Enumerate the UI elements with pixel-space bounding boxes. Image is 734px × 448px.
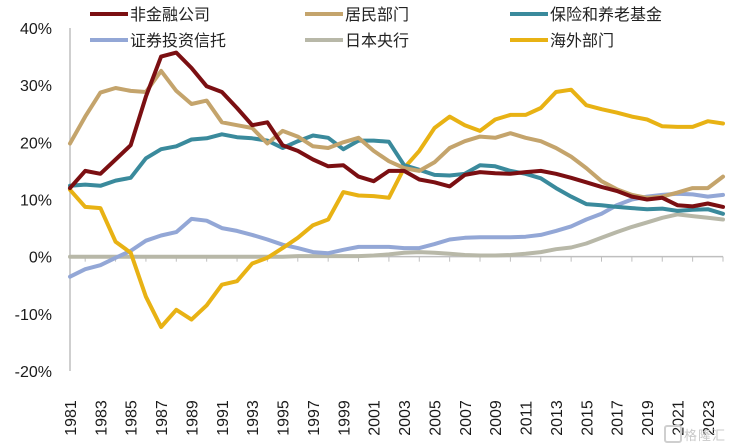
y-tick-label: 30%	[20, 78, 52, 95]
watermark-logo-icon	[663, 425, 682, 443]
x-tick-label: 2013	[549, 400, 566, 436]
x-tick-label: 1989	[184, 400, 201, 436]
watermark-text: 格隆汇	[683, 429, 726, 444]
x-tick-label: 2015	[579, 400, 596, 436]
x-tick-label: 2017	[610, 400, 627, 436]
x-tick-label: 1993	[245, 400, 262, 436]
x-tick-label: 1983	[93, 400, 110, 436]
legend-label: 保险和养老基金	[550, 5, 662, 24]
x-tick-label: 2009	[488, 400, 505, 436]
legend-item: 海外部门	[510, 31, 614, 50]
legend-item: 日本央行	[305, 31, 409, 50]
series-line-1	[68, 68, 725, 200]
legend-item: 居民部门	[305, 5, 409, 24]
x-axis: 1981 1983 1985 1987 1989 1991 1993 1995 1997 1999…	[63, 255, 724, 436]
x-tick-label: 2003	[397, 400, 414, 436]
x-tick-label: 2007	[458, 400, 475, 436]
y-axis: -20% -10% 0% 10% 20% 30% 40%	[15, 21, 71, 381]
legend-item: 非金融公司	[90, 5, 210, 24]
x-tick-label: 1981	[63, 400, 80, 436]
x-tick-label: 1985	[124, 400, 141, 436]
y-tick-label: -20%	[15, 364, 52, 381]
x-tick-label: 2011	[519, 401, 536, 436]
x-tick-label: 1987	[154, 400, 171, 436]
legend-label: 海外部门	[550, 31, 614, 50]
legend-label: 日本央行	[345, 31, 409, 50]
x-tick-label: 1999	[336, 400, 353, 436]
legend-label: 居民部门	[345, 5, 409, 24]
x-tick-label: 1995	[276, 400, 293, 436]
legend-item: 保险和养老基金	[510, 5, 662, 24]
legend-label: 证券投资信托	[130, 31, 226, 50]
x-tick-label: 2023	[701, 400, 718, 436]
x-tick-label: 2005	[427, 400, 444, 436]
y-tick-label: 0%	[29, 250, 52, 267]
x-tick-label: 1991	[215, 400, 232, 436]
series-line-2	[68, 132, 725, 216]
y-tick-label: 40%	[20, 21, 52, 38]
y-tick-label: 10%	[20, 193, 52, 210]
series-line-0	[68, 50, 725, 209]
series-lines	[68, 50, 725, 329]
series-line-5	[68, 87, 725, 329]
x-tick-label: 2019	[640, 400, 657, 436]
x-tick-label: 1997	[306, 400, 323, 436]
series-line-4	[68, 212, 725, 259]
legend-item: 证券投资信托	[90, 31, 226, 50]
y-tick-label: 20%	[20, 135, 52, 152]
watermark: 格隆汇	[663, 425, 726, 444]
y-tick-label: -10%	[15, 307, 52, 324]
legend-label: 非金融公司	[130, 5, 210, 24]
x-tick-label: 2001	[367, 400, 384, 436]
